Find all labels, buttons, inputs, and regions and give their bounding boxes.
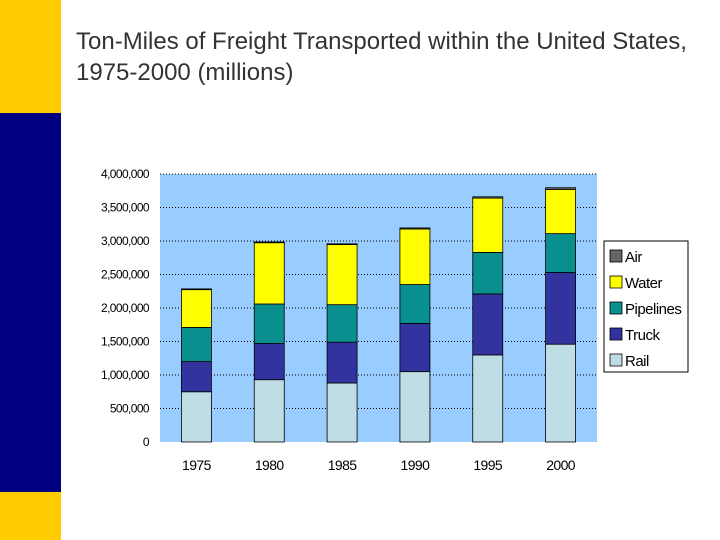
x-tick-label: 1975 [182,457,212,473]
y-tick-label: 1,000,000 [101,368,150,382]
bar-segment-truck [545,272,576,345]
bar-segment-rail [326,382,358,443]
legend-label-water: Water [625,275,662,292]
y-tick-label: 2,500,000 [101,268,150,282]
legend-swatch-truck [609,327,623,341]
decorative-bar-middle [0,113,61,492]
y-tick-label: 2,000,000 [101,301,150,315]
grid-lines [160,173,597,409]
bar-segment-truck [253,343,285,381]
y-axis-ticks: 0 500,000 1,000,000 1,500,000 2,000,000 2,500… [101,167,151,449]
x-tick-label: 1985 [328,457,358,473]
legend-label-pipelines: Pipelines [625,301,681,318]
bar-segment-pipelines [545,233,576,273]
bar-segment-water [545,189,576,235]
bar-segment-rail [399,371,431,443]
x-tick-label: 1995 [473,457,503,473]
bar-segment-water [326,243,358,306]
bar-segment-water [399,228,431,285]
legend: Air Water Pipelines Truck Rail [603,240,689,373]
bar-segment-truck [181,361,212,393]
slide-title: Ton-Miles of Freight Transported within … [76,28,687,86]
bar-segment-pipelines [253,303,285,344]
x-tick-label: 1980 [255,457,285,473]
legend-swatch-pipelines [609,301,623,315]
y-tick-label: 0 [143,435,150,449]
y-tick-label: 1,500,000 [101,335,150,349]
bar-segment-air [472,196,504,199]
decorative-bar-top [0,0,61,113]
legend-label-truck: Truck [625,327,660,344]
bar-segment-air [253,241,285,244]
y-tick-label: 500,000 [110,402,150,416]
x-axis-ticks: 1975 1980 1985 1990 1995 2000 [182,457,576,473]
bar-segment-pipelines [181,327,212,362]
bar-segment-rail [253,379,285,443]
bar-segment-air [326,243,358,246]
legend-swatch-water [609,275,623,289]
bar-segment-water [181,288,212,328]
bar-segment-air [545,187,576,190]
bar-segment-truck [472,293,504,356]
legend-label-air: Air [625,249,642,266]
x-tick-label: 1990 [401,457,431,473]
y-tick-label: 3,000,000 [101,234,150,248]
bar-segment-air [181,288,212,291]
bar-segment-pipelines [472,251,504,295]
bar-segment-air [399,227,431,230]
bar-segment-pipelines [326,304,358,343]
bars [181,187,576,443]
bar-segment-rail [181,391,212,443]
y-tick-label: 3,500,000 [101,201,150,215]
bar-segment-rail [545,343,576,443]
bar-segment-truck [399,323,431,373]
bar-segment-truck [326,341,358,384]
bar-segment-pipelines [399,284,431,324]
plot-area [160,174,597,442]
x-tick-label: 2000 [546,457,576,473]
legend-label-rail: Rail [625,353,649,370]
legend-swatch-rail [609,353,623,367]
decorative-bar-bottom [0,492,61,540]
bar-segment-water [253,241,285,305]
bar-segment-water [472,197,504,253]
bar-segment-rail [472,354,504,443]
legend-swatch-air [609,249,623,263]
y-tick-label: 4,000,000 [101,167,150,181]
